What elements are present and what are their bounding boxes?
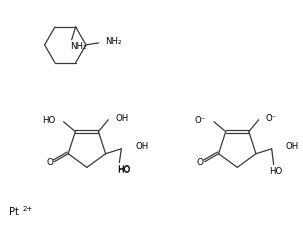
Text: HO: HO xyxy=(117,166,130,175)
Text: HO: HO xyxy=(42,116,56,125)
Text: OH: OH xyxy=(115,114,128,123)
Text: O⁻: O⁻ xyxy=(195,116,206,125)
Text: OH: OH xyxy=(135,142,148,151)
Text: NH₂: NH₂ xyxy=(105,37,122,46)
Text: O: O xyxy=(196,158,203,167)
Text: Pt: Pt xyxy=(9,207,19,217)
Text: 2+: 2+ xyxy=(23,206,33,212)
Text: O: O xyxy=(46,158,53,167)
Text: NH₂: NH₂ xyxy=(70,42,86,51)
Text: HO: HO xyxy=(269,167,282,176)
Text: O⁻: O⁻ xyxy=(265,114,277,123)
Text: OH: OH xyxy=(285,142,299,151)
Text: HO: HO xyxy=(117,165,131,174)
